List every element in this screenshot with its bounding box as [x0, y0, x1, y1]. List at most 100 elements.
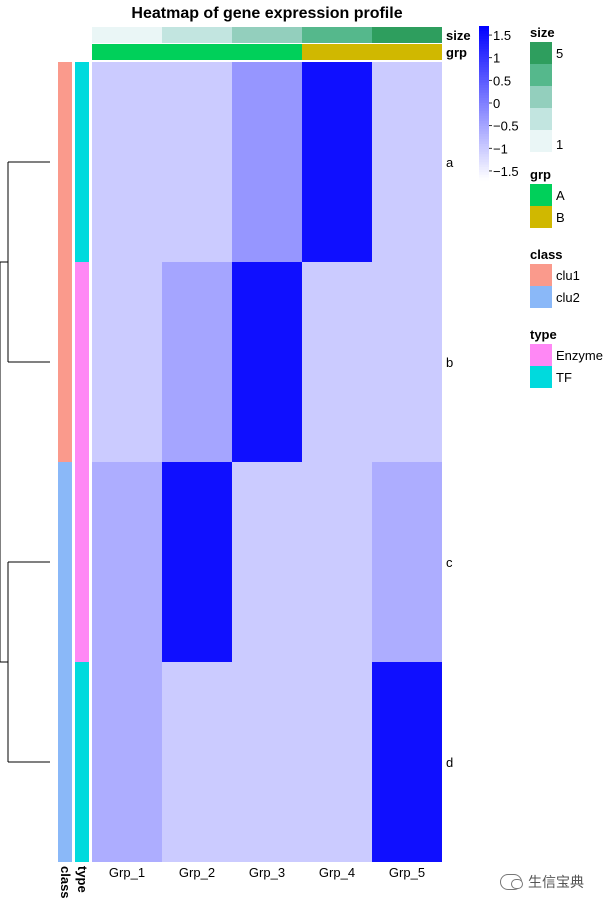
row-anno-type-c: [75, 462, 89, 662]
colorbar-step: [479, 113, 489, 117]
heatmap-cell-c-Grp_5: [372, 462, 442, 662]
heatmap-cell-d-Grp_1: [92, 662, 162, 862]
row-anno-type-d: [75, 662, 89, 862]
heatmap-cell-d-Grp_2: [162, 662, 232, 862]
colorbar-step: [479, 31, 489, 35]
row-dendrogram: [0, 161, 50, 763]
col-anno-grp-Grp_1: [92, 44, 162, 60]
legend-label-size-max: 5: [556, 46, 563, 61]
column-label-Grp_5: Grp_5: [389, 865, 425, 880]
colorbar-step: [479, 67, 489, 71]
row-label-a: a: [446, 155, 454, 170]
wechat-icon: [500, 874, 523, 890]
heatmap-cell-d-Grp_5: [372, 662, 442, 862]
legend-label-class-clu2: clu2: [556, 290, 580, 305]
colorbar-step: [479, 133, 489, 137]
colorbar-tick-label: −0.5: [493, 119, 519, 134]
colorbar-step: [479, 85, 489, 89]
colorbar-step: [479, 120, 489, 125]
colorbar-step: [479, 115, 489, 119]
colorbar-step: [479, 90, 489, 94]
colorbar-step: [479, 105, 489, 109]
row-anno-type-a: [75, 62, 89, 262]
colorbar-step: [479, 103, 489, 107]
heatmap-cell-a-Grp_4: [302, 62, 372, 262]
colorbar-step: [479, 164, 489, 168]
row-label-c: c: [446, 555, 453, 570]
colorbar-step: [479, 74, 489, 78]
colorbar-step: [479, 162, 489, 166]
column-label-Grp_2: Grp_2: [179, 865, 215, 880]
row-annotations: class type: [58, 62, 90, 899]
colorbar-step: [479, 38, 489, 42]
colorbar-step: [479, 36, 489, 40]
watermark-text: 生信宝典: [528, 874, 584, 890]
colorbar-step: [479, 97, 489, 102]
legend-title-size: size: [530, 25, 555, 40]
heatmap-cell-b-Grp_2: [162, 262, 232, 462]
colorbar-step: [479, 146, 489, 150]
colorbar-step: [479, 156, 489, 161]
colorbar-step: [479, 95, 489, 99]
col-anno-size-Grp_1: [92, 27, 162, 43]
column-label-Grp_1: Grp_1: [109, 865, 145, 880]
col-anno-size-Grp_5: [372, 27, 442, 43]
col-anno-grp-Grp_3: [232, 44, 302, 60]
colorbar-step: [479, 69, 489, 73]
colorbar-step: [479, 136, 489, 140]
legend-swatch-size-3: [530, 86, 552, 108]
legend-label-size-min: 1: [556, 137, 563, 152]
colorbar-step: [479, 92, 489, 96]
heatmap-cell-d-Grp_4: [302, 662, 372, 862]
row-anno-label-type: type: [75, 866, 90, 893]
legend-swatch-size-2: [530, 108, 552, 130]
colorbar-step: [479, 169, 489, 173]
row-anno-class-b: [58, 262, 72, 462]
colorbar-step: [479, 49, 489, 53]
colorbar-step: [479, 128, 489, 132]
colorbar-step: [479, 118, 489, 122]
legend-swatch-class-clu2: [530, 286, 552, 308]
legend-swatch-size-5: [530, 42, 552, 64]
colorbar-step: [479, 33, 489, 37]
watermark: 生信宝典: [500, 872, 584, 892]
legend-swatch-class-clu1: [530, 264, 552, 286]
heatmap-cell-b-Grp_1: [92, 262, 162, 462]
colorbar-step: [479, 56, 489, 60]
heatmap-cell-c-Grp_3: [232, 462, 302, 662]
colorbar-tick-label: 0: [493, 96, 500, 111]
colorbar: 1.5 1 0.5 0 −0.5 −1 −1.5: [479, 26, 519, 181]
row-label-d: d: [446, 755, 453, 770]
colorbar-step: [479, 59, 489, 63]
col-anno-label-size: size: [446, 28, 471, 43]
colorbar-step: [479, 26, 489, 30]
legend-swatch-grp-A: [530, 184, 552, 206]
colorbar-tick-label: 1.5: [493, 28, 511, 43]
colorbar-step: [479, 123, 489, 127]
col-anno-size-Grp_2: [162, 27, 232, 43]
legend-label-grp-B: B: [556, 210, 565, 225]
colorbar-step: [479, 108, 489, 112]
legend-title-type: type: [530, 327, 557, 342]
colorbar-step: [479, 82, 489, 86]
legend-swatch-size-4: [530, 64, 552, 86]
colorbar-step: [479, 51, 489, 55]
colorbar-tick-label: −1.5: [493, 164, 519, 179]
legend-label-grp-A: A: [556, 188, 565, 203]
row-anno-label-class: class: [58, 866, 73, 899]
legend-title-class: class: [530, 247, 563, 262]
heatmap-cells: [92, 62, 442, 862]
column-label-Grp_3: Grp_3: [249, 865, 285, 880]
heatmap-cell-c-Grp_2: [162, 462, 232, 662]
colorbar-step: [479, 138, 489, 143]
colorbar-step: [479, 149, 489, 153]
heatmap-cell-b-Grp_5: [372, 262, 442, 462]
heatmap-cell-a-Grp_5: [372, 62, 442, 262]
row-anno-class-d: [58, 662, 72, 862]
col-anno-grp-Grp_2: [162, 44, 232, 60]
colorbar-step: [479, 126, 489, 130]
colorbar-step: [479, 141, 489, 145]
row-anno-class-c: [58, 462, 72, 662]
